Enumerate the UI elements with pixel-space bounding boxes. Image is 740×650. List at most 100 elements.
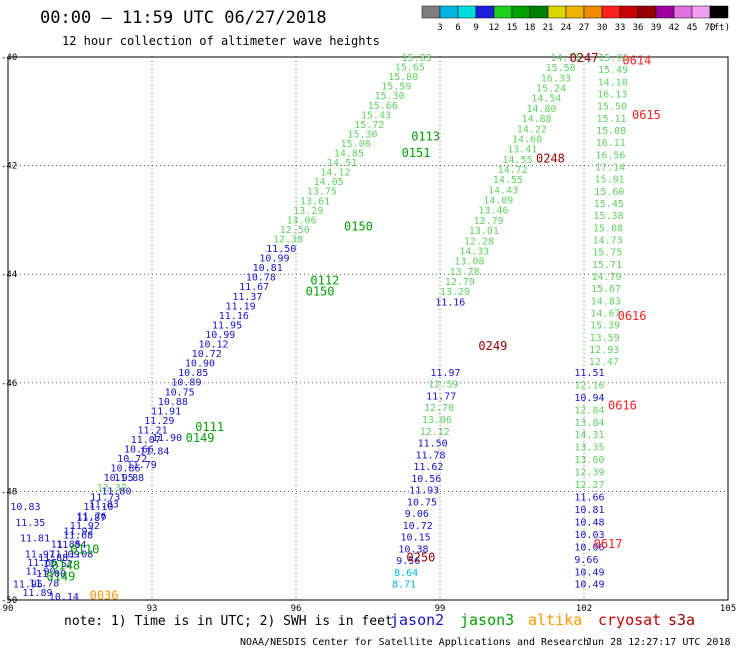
- swh-value: 10.99: [259, 254, 289, 265]
- swh-value: 10.90: [185, 359, 215, 370]
- swh-value: 10.72: [117, 454, 147, 465]
- swh-value: 16.13: [597, 89, 627, 100]
- swh-value: 11.51: [574, 368, 604, 379]
- scale-swatch: [439, 5, 459, 19]
- swh-value: 13.08: [454, 257, 484, 268]
- y-tick-label: -42: [1, 162, 17, 172]
- scale-label: 9: [473, 23, 478, 33]
- swh-value: 14.18: [598, 77, 628, 88]
- swh-value: 12.12: [420, 427, 450, 438]
- swh-value: 14.73: [593, 235, 623, 246]
- scale-swatch: [457, 5, 477, 19]
- swh-value: 13.46: [478, 206, 508, 217]
- swh-value: 11.95: [212, 320, 242, 331]
- pass-time-label: 0250: [406, 551, 435, 565]
- scale-label: 6: [455, 23, 460, 33]
- swh-value: 15.75: [592, 248, 622, 259]
- swh-value: 11.90: [152, 433, 182, 444]
- swh-value: 15.80: [388, 72, 418, 83]
- footer-note: note: 1) Time is in UTC; 2) SWH is in fe…: [64, 614, 393, 629]
- swh-value: 11.29: [144, 416, 174, 427]
- scale-label: 30: [597, 23, 608, 33]
- swh-value: 15.60: [594, 187, 624, 198]
- swh-value: 11.93: [409, 486, 439, 497]
- pass-time-label: 0111: [195, 420, 224, 434]
- swh-value: 15.43: [361, 110, 391, 121]
- scale-swatch: [493, 5, 513, 19]
- scale-swatch: [565, 5, 585, 19]
- swh-value: 12.50: [280, 225, 310, 236]
- footer-credit: NOAA/NESDIS Center for Satellite Applica…: [240, 637, 589, 648]
- swh-value: 14.88: [522, 114, 552, 125]
- swh-value: 15.11: [596, 114, 626, 125]
- scale-label: 12: [489, 23, 500, 33]
- x-tick-label: 90: [3, 604, 14, 614]
- pass-time-label: 0247: [570, 51, 599, 65]
- swh-value: 11.16: [435, 297, 465, 308]
- swh-value: 12.16: [574, 380, 604, 391]
- scale-swatch: [529, 5, 549, 19]
- swh-value: 15.58: [546, 63, 576, 74]
- swh-value: 11.84: [56, 540, 86, 551]
- swh-value: 11.68: [63, 531, 93, 542]
- swh-value: 11.90: [25, 566, 55, 577]
- scale-unit: (ft): [708, 23, 730, 33]
- swh-value: 11.52: [43, 559, 73, 570]
- scale-label: 15: [507, 23, 518, 33]
- swh-value: 11.77: [426, 391, 456, 402]
- swh-value: 12.59: [428, 380, 458, 391]
- swh-value: 15.59: [381, 82, 411, 93]
- pass-time-label: 0617: [594, 537, 623, 551]
- swh-value: 10.83: [10, 502, 40, 513]
- swh-value: 8.71: [392, 580, 416, 591]
- swh-value: 11.92: [63, 526, 93, 537]
- swh-value: 10.86: [110, 464, 140, 475]
- satellite-cryosat: cryosat: [598, 611, 661, 629]
- swh-value: 12.79: [474, 216, 504, 227]
- pass-time-label: 0151: [402, 146, 431, 160]
- swh-value: 15.49: [598, 65, 628, 76]
- swh-value: 13.29: [293, 206, 323, 217]
- swh-value: 11.91: [151, 406, 181, 417]
- swh-value: 14.80: [526, 104, 556, 115]
- swh-value: 9.56: [396, 556, 420, 567]
- swh-value: 11.35: [15, 518, 45, 529]
- swh-value: 12.84: [574, 405, 604, 416]
- swh-value: 15.45: [594, 199, 624, 210]
- swh-value: 8.64: [394, 568, 418, 579]
- swh-value: 15.39: [590, 321, 620, 332]
- swh-value: 11.85: [51, 540, 81, 551]
- swh-value: 13.29: [440, 287, 470, 298]
- swh-value: 15.83: [402, 53, 432, 64]
- swh-value: 10.49: [574, 567, 604, 578]
- swh-value: 11.80: [101, 486, 131, 497]
- swh-value: 14.55: [502, 155, 532, 166]
- satellite-jason2: jason2: [390, 611, 444, 629]
- swh-value: 14.22: [517, 124, 547, 135]
- swh-value: 14.83: [591, 296, 621, 307]
- swh-value: 11.10: [83, 502, 113, 513]
- swh-value: 10.38: [398, 544, 428, 555]
- swh-value: 15.67: [591, 284, 621, 295]
- y-tick-label: -40: [1, 53, 17, 63]
- scale-swatch: [421, 5, 441, 19]
- swh-value: 12.39: [574, 468, 604, 479]
- swh-value: 11.95: [13, 580, 43, 591]
- swh-value: 13.35: [574, 443, 604, 454]
- swh-value: 15.91: [595, 175, 625, 186]
- swh-value: 15.24: [536, 84, 566, 95]
- swh-value: 14.33: [459, 246, 489, 257]
- y-tick-label: -50: [1, 596, 17, 606]
- scale-label: 36: [633, 23, 644, 33]
- satellite-altika: altika: [528, 611, 582, 629]
- scale-label: 45: [687, 23, 698, 33]
- swh-value: 14.72: [498, 165, 528, 176]
- satellite-jason3: jason3: [460, 611, 514, 629]
- swh-value: 12.93: [589, 345, 619, 356]
- swh-value: 11.07: [131, 435, 161, 446]
- x-tick-label: 105: [720, 604, 736, 614]
- swh-value: 14.05: [314, 177, 344, 188]
- pass-time-label: 0150: [344, 219, 373, 233]
- swh-value: 14.71: [550, 53, 580, 64]
- swh-value: 13.06: [422, 415, 452, 426]
